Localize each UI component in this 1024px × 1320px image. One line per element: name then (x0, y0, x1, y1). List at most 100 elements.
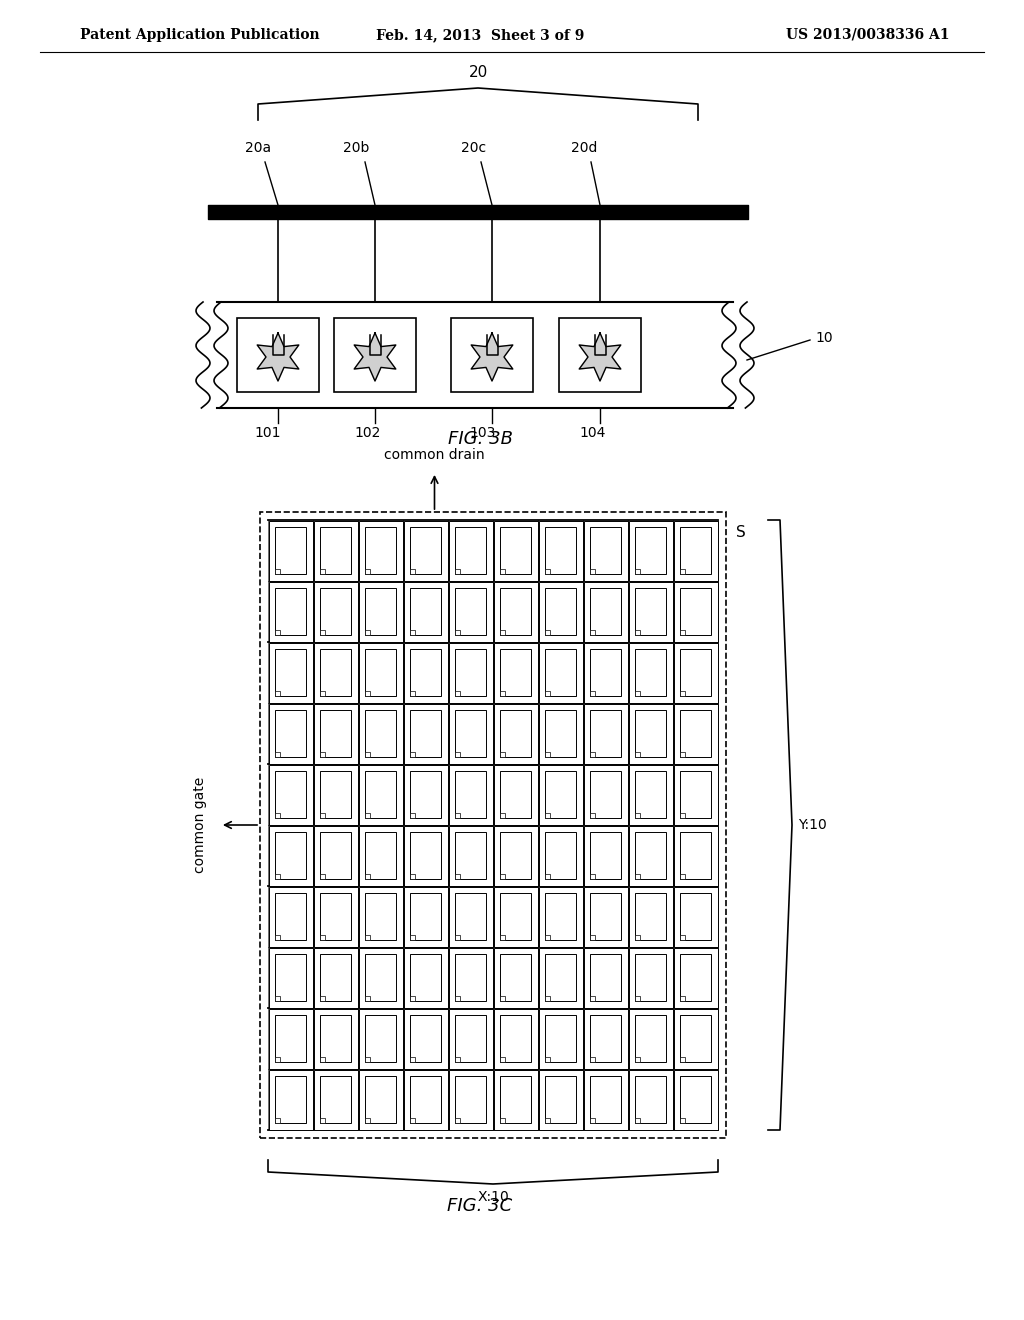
Bar (319, 1118, 325, 1123)
Bar (410, 1057, 415, 1063)
Bar (365, 587, 396, 635)
Bar (635, 935, 640, 940)
Bar (590, 954, 621, 1001)
Bar (365, 771, 396, 818)
Bar (500, 771, 531, 818)
Bar (365, 1057, 370, 1063)
Bar (674, 704, 718, 763)
Bar (629, 764, 673, 825)
Bar (590, 1076, 621, 1123)
Text: 101: 101 (255, 426, 282, 440)
Bar (635, 813, 640, 818)
Polygon shape (354, 333, 396, 381)
Bar (449, 582, 493, 642)
Bar (319, 710, 351, 756)
Bar (680, 1118, 685, 1123)
Bar (500, 997, 505, 1001)
Bar (545, 752, 550, 756)
Text: FIG. 3B: FIG. 3B (447, 430, 512, 447)
Bar (268, 887, 312, 946)
Bar (365, 690, 370, 696)
Bar (590, 894, 621, 940)
Bar (500, 569, 505, 574)
Bar (635, 771, 666, 818)
Bar (635, 997, 640, 1001)
Bar (268, 643, 312, 702)
Bar (629, 1069, 673, 1130)
Bar (494, 704, 538, 763)
Bar (674, 887, 718, 946)
Bar (358, 825, 402, 886)
Polygon shape (257, 333, 299, 381)
Bar (449, 764, 493, 825)
Text: 20c: 20c (462, 141, 486, 154)
Bar (590, 690, 595, 696)
Bar (680, 1057, 685, 1063)
Bar (680, 771, 711, 818)
Bar (449, 1069, 493, 1130)
Bar (584, 764, 628, 825)
Bar (539, 704, 583, 763)
Bar (500, 894, 531, 940)
Bar (455, 954, 486, 1001)
Bar (365, 630, 370, 635)
Bar (455, 630, 460, 635)
Bar (500, 813, 505, 818)
Bar (319, 630, 325, 635)
Bar (410, 569, 415, 574)
Bar (260, 512, 726, 1138)
Bar (590, 813, 595, 818)
Bar (590, 710, 621, 756)
Bar (449, 1008, 493, 1068)
Bar (680, 752, 685, 756)
Bar (275, 569, 280, 574)
Bar (365, 813, 370, 818)
Text: 102: 102 (354, 426, 381, 440)
Bar (410, 1015, 441, 1063)
Bar (680, 630, 685, 635)
Bar (674, 582, 718, 642)
Bar (584, 520, 628, 581)
Bar (313, 520, 357, 581)
Bar (275, 1076, 306, 1123)
Polygon shape (580, 333, 621, 381)
Bar (403, 1069, 447, 1130)
Bar (500, 587, 531, 635)
Bar (275, 1118, 280, 1123)
Bar (313, 887, 357, 946)
Bar (268, 704, 312, 763)
Bar (455, 813, 460, 818)
Bar (494, 520, 538, 581)
Bar (494, 825, 538, 886)
Bar (334, 318, 416, 392)
Bar (680, 710, 711, 756)
Bar (403, 1008, 447, 1068)
Bar (275, 874, 280, 879)
Bar (539, 948, 583, 1007)
Bar (674, 825, 718, 886)
Bar (539, 520, 583, 581)
Bar (449, 704, 493, 763)
Bar (410, 997, 415, 1001)
Bar (403, 704, 447, 763)
Bar (590, 527, 621, 574)
Bar (358, 643, 402, 702)
Bar (635, 832, 666, 879)
Bar (584, 948, 628, 1007)
Bar (410, 527, 441, 574)
Text: 20: 20 (468, 65, 487, 81)
Bar (539, 643, 583, 702)
Bar (275, 997, 280, 1001)
Bar (455, 935, 460, 940)
Bar (590, 832, 621, 879)
Bar (635, 649, 666, 696)
Bar (635, 710, 666, 756)
Bar (449, 643, 493, 702)
Bar (545, 630, 550, 635)
Bar (268, 582, 312, 642)
Bar (268, 764, 312, 825)
Bar (545, 771, 575, 818)
Bar (674, 520, 718, 581)
Bar (590, 1015, 621, 1063)
Bar (629, 887, 673, 946)
